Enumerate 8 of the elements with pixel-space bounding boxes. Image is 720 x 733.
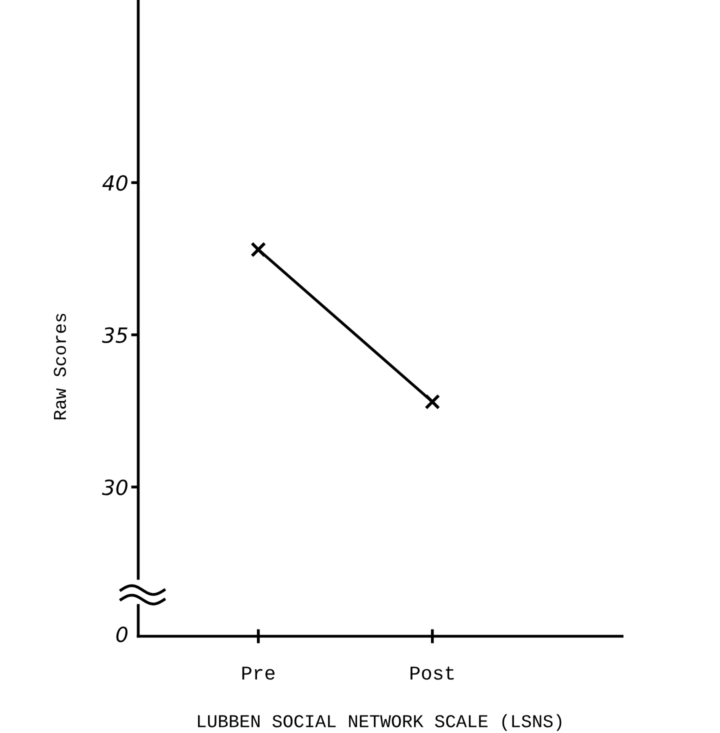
y-tick-label: 30 [102,479,128,496]
y-axis-title: Raw Scores [54,314,66,420]
text: 0 [116,626,128,642]
x-axis-title: LUBBEN SOCIAL NETWORK SCALE (LSNS) [198,714,562,731]
y-tick-label: 40 [102,175,128,191]
x-tick-label: Post [410,666,454,680]
x-tick-label: Pre [242,666,275,680]
y-tick-label: 35 [102,327,128,344]
